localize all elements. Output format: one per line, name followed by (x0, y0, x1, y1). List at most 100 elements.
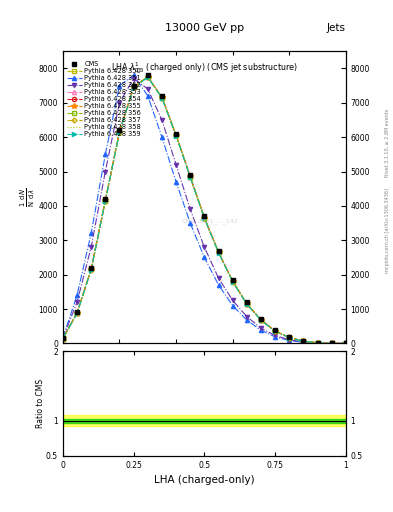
Line: Pythia 6.428 358: Pythia 6.428 358 (63, 77, 346, 344)
Pythia 6.428 358 (160, 95, 164, 101)
Pythia 6.428 350 (230, 279, 235, 285)
Pythia 6.428 354 (188, 174, 193, 180)
Pythia 6.428 351 (315, 340, 320, 346)
Text: Rivet 3.1.10, ≥ 2.8M events: Rivet 3.1.10, ≥ 2.8M events (385, 109, 390, 178)
Pythia 6.428 357 (188, 174, 193, 180)
Pythia 6.428 356 (145, 74, 150, 80)
Pythia 6.428 350 (160, 95, 164, 101)
Pythia 6.428 356 (89, 266, 94, 272)
Text: 13000 GeV pp: 13000 GeV pp (165, 23, 244, 33)
Pythia 6.428 355 (202, 215, 207, 221)
Pythia 6.428 356 (117, 129, 122, 135)
Pythia 6.428 354 (315, 339, 320, 346)
Pythia 6.428 352 (75, 299, 79, 305)
Pythia 6.428 359 (244, 301, 249, 307)
Pythia 6.428 355 (160, 94, 164, 100)
Pythia 6.428 354 (103, 198, 108, 204)
Pythia 6.428 350 (188, 174, 193, 180)
Pythia 6.428 353 (273, 328, 277, 334)
Pythia 6.428 353 (75, 310, 79, 316)
Pythia 6.428 357 (160, 95, 164, 101)
Pythia 6.428 350 (301, 338, 306, 344)
CMS (329, 340, 334, 346)
Pythia 6.428 351 (329, 340, 334, 347)
Pythia 6.428 359 (61, 335, 65, 342)
Legend: CMS, Pythia 6.428 350, Pythia 6.428 351, Pythia 6.428 352, Pythia 6.428 353, Pyt: CMS, Pythia 6.428 350, Pythia 6.428 351,… (66, 60, 141, 138)
Pythia 6.428 351 (103, 151, 108, 157)
Pythia 6.428 353 (145, 74, 150, 80)
Text: LHA $\lambda^{1}_{0.5}$ (charged only) (CMS jet substructure): LHA $\lambda^{1}_{0.5}$ (charged only) (… (111, 60, 298, 75)
Pythia 6.428 354 (343, 340, 348, 347)
Pythia 6.428 353 (216, 249, 221, 255)
Line: Pythia 6.428 356: Pythia 6.428 356 (61, 75, 348, 346)
Pythia 6.428 351 (131, 72, 136, 78)
Pythia 6.428 359 (89, 267, 94, 273)
Pythia 6.428 354 (216, 249, 221, 255)
Line: Pythia 6.428 351: Pythia 6.428 351 (61, 73, 348, 346)
Pythia 6.428 352 (160, 117, 164, 123)
Pythia 6.428 358 (301, 338, 306, 344)
Pythia 6.428 350 (315, 339, 320, 346)
Pythia 6.428 350 (216, 249, 221, 255)
Pythia 6.428 354 (75, 310, 79, 316)
Pythia 6.428 359 (273, 328, 277, 334)
Pythia 6.428 355 (343, 340, 348, 347)
Pythia 6.428 351 (160, 134, 164, 140)
Pythia 6.428 350 (89, 266, 94, 272)
Pythia 6.428 357 (315, 339, 320, 346)
Pythia 6.428 353 (202, 215, 207, 221)
Pythia 6.428 358 (75, 310, 79, 316)
CMS (145, 72, 150, 78)
Pythia 6.428 352 (273, 332, 277, 338)
CMS (273, 327, 277, 333)
Pythia 6.428 352 (202, 244, 207, 250)
Pythia 6.428 356 (216, 249, 221, 255)
Text: CMS_2021_..._142: CMS_2021_..._142 (182, 218, 238, 224)
Pythia 6.428 356 (61, 335, 65, 342)
Line: CMS: CMS (61, 73, 348, 346)
Pythia 6.428 350 (75, 310, 79, 316)
Pythia 6.428 354 (259, 317, 263, 323)
Pythia 6.428 356 (259, 317, 263, 323)
Text: mcplots.cern.ch [arXiv:1306.3436]: mcplots.cern.ch [arXiv:1306.3436] (385, 188, 390, 273)
Pythia 6.428 358 (61, 335, 65, 342)
Pythia 6.428 357 (117, 129, 122, 135)
Pythia 6.428 355 (75, 310, 79, 316)
Text: Jets: Jets (327, 23, 346, 33)
Pythia 6.428 350 (117, 129, 122, 135)
Pythia 6.428 358 (216, 249, 221, 255)
Pythia 6.428 358 (230, 279, 235, 285)
Pythia 6.428 354 (202, 215, 207, 221)
Pythia 6.428 359 (75, 310, 79, 316)
Pythia 6.428 358 (174, 133, 178, 139)
Line: Pythia 6.428 354: Pythia 6.428 354 (61, 75, 348, 346)
Pythia 6.428 354 (174, 132, 178, 138)
Pythia 6.428 351 (287, 337, 292, 344)
Pythia 6.428 352 (244, 313, 249, 319)
Pythia 6.428 353 (61, 335, 65, 342)
Pythia 6.428 359 (202, 215, 207, 221)
Pythia 6.428 358 (89, 267, 94, 273)
Pythia 6.428 352 (343, 340, 348, 347)
Pythia 6.428 355 (273, 328, 277, 334)
Pythia 6.428 350 (145, 74, 150, 80)
Pythia 6.428 357 (131, 84, 136, 91)
Pythia 6.428 359 (188, 174, 193, 180)
Pythia 6.428 355 (61, 335, 65, 342)
Pythia 6.428 357 (230, 279, 235, 285)
Pythia 6.428 358 (259, 317, 263, 323)
Pythia 6.428 356 (160, 95, 164, 101)
Pythia 6.428 353 (315, 339, 320, 346)
Pythia 6.428 357 (244, 301, 249, 307)
Pythia 6.428 358 (287, 334, 292, 340)
Pythia 6.428 352 (103, 168, 108, 175)
Pythia 6.428 357 (301, 338, 306, 344)
Pythia 6.428 354 (61, 335, 65, 342)
Pythia 6.428 352 (61, 335, 65, 342)
CMS (61, 335, 65, 342)
Pythia 6.428 358 (329, 340, 334, 346)
Y-axis label: Ratio to CMS: Ratio to CMS (35, 379, 44, 428)
Pythia 6.428 352 (117, 100, 122, 106)
Pythia 6.428 359 (103, 198, 108, 204)
Pythia 6.428 355 (117, 129, 122, 135)
